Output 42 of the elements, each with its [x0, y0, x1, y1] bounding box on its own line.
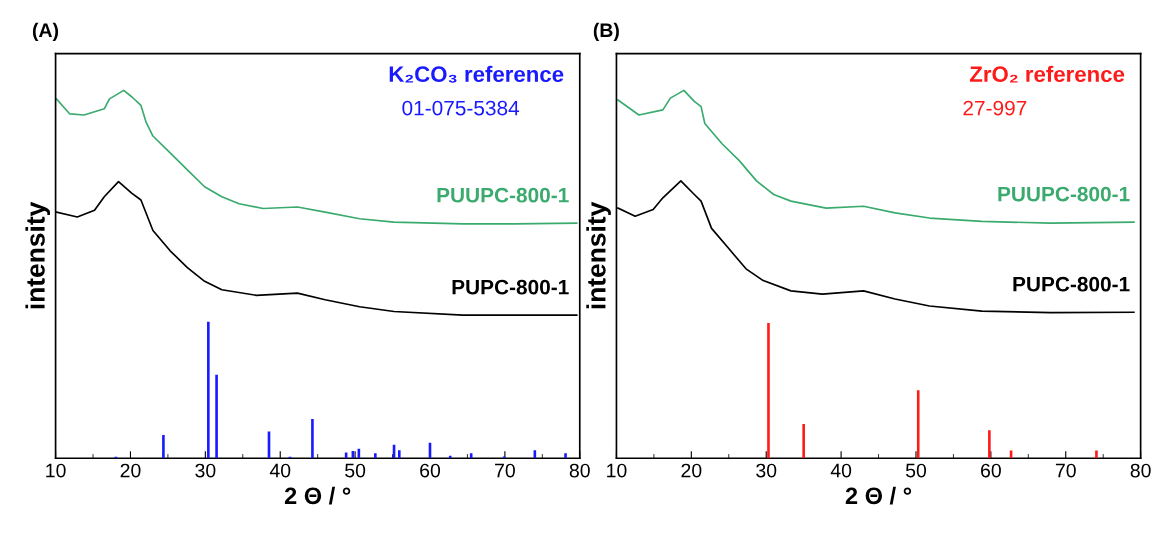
bar [988, 430, 991, 459]
series-label: PUPC-800-1 [452, 279, 569, 295]
series-label: PUUPC-800-1 [998, 186, 1130, 202]
x-tick-label: 30 [756, 463, 777, 478]
bar [374, 453, 377, 459]
x-tick-label: 40 [269, 463, 291, 478]
x-tick-label: 20 [120, 463, 141, 478]
x-tick-label: 80 [569, 463, 590, 478]
y-axis-title: intensity [25, 201, 51, 309]
text: K₂CO₃ reference [389, 65, 564, 83]
x-tick-label: 20 [681, 463, 702, 478]
bar [162, 435, 165, 459]
x-tick-label: 10 [46, 463, 66, 478]
bar [207, 321, 210, 459]
bar [564, 453, 567, 459]
x-tick-label: 70 [1055, 463, 1076, 478]
x-tick-label: 50 [345, 463, 366, 478]
series-label: PUUPC-800-1 [437, 187, 569, 203]
x-tick-label: 60 [420, 463, 441, 478]
annotation: 01-075-5384 [402, 100, 520, 116]
x-tick-label: 10 [607, 463, 627, 478]
chart-title: (B) [593, 22, 619, 41]
chart-title: (A) [32, 22, 59, 41]
bar [767, 322, 770, 459]
bar [916, 390, 920, 459]
x-axis-title: 2 Θ / ° [284, 486, 351, 505]
text: ZrO₂ reference [969, 65, 1125, 83]
x-tick-label: 50 [905, 463, 927, 478]
bar [311, 418, 314, 459]
x-tick-label: 70 [495, 463, 515, 478]
x-axis-title: 2 Θ / ° [845, 486, 912, 505]
y-axis-title: intensity [586, 201, 611, 309]
x-tick-label: 80 [1130, 463, 1151, 478]
bar [802, 424, 805, 459]
annotation: 27-997 [963, 100, 1027, 116]
bar [1095, 450, 1098, 459]
series-label: PUPC-800-1 [1013, 276, 1130, 292]
x-tick-label: 40 [830, 463, 852, 478]
bar [397, 450, 401, 459]
bar [215, 374, 218, 459]
x-tick-label: 30 [195, 463, 216, 478]
x-tick-label: 60 [981, 463, 1001, 478]
